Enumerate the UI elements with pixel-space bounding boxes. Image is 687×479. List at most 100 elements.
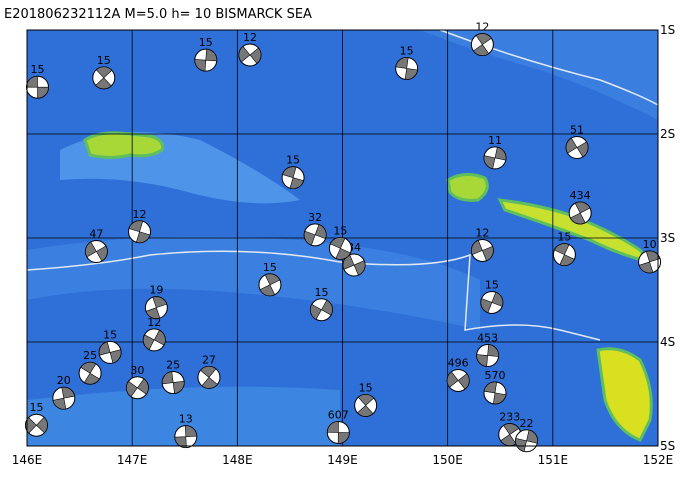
depth-label: 15	[333, 224, 347, 237]
beachball-quadrant	[357, 394, 375, 417]
plate-boundary	[26, 250, 601, 341]
beachball-quadrant	[282, 166, 304, 190]
depth-label: 11	[488, 134, 502, 147]
title: E201806232112A M=5.0 h= 10 BISMARCK SEA	[4, 7, 312, 22]
beachball	[26, 75, 50, 99]
beachball	[144, 296, 168, 320]
ocean-shade	[27, 30, 658, 120]
depth-label: 47	[89, 228, 103, 241]
depth-label: 15	[31, 63, 45, 76]
beachball-quadrant	[565, 137, 589, 158]
ocean-shade	[27, 236, 480, 330]
beachball-quadrant	[126, 378, 149, 398]
beachball	[326, 420, 350, 444]
depth-label: 15	[29, 401, 43, 414]
beachball	[309, 298, 333, 322]
depth-label: 15	[199, 36, 213, 49]
depth-label: 51	[570, 124, 584, 137]
beachball-quadrant	[483, 146, 507, 170]
beachball-quadrant	[128, 220, 151, 244]
island	[596, 347, 653, 442]
depth-label: 15	[314, 286, 328, 299]
ocean-shade	[27, 386, 340, 446]
lon-label: 148E	[222, 453, 253, 467]
beachball	[515, 429, 539, 453]
beachball	[303, 223, 327, 247]
depth-label: 12	[243, 31, 257, 44]
beachball-quadrant	[85, 241, 108, 262]
depth-label: 15	[263, 261, 277, 274]
beachball-quadrant	[194, 48, 218, 72]
lon-label: 152E	[643, 453, 674, 467]
beachball	[52, 386, 76, 410]
depth-label: 15	[286, 154, 300, 167]
depth-label: 15	[97, 54, 111, 67]
beachball	[446, 368, 470, 392]
beachball	[128, 220, 152, 244]
beachball-quadrant	[480, 291, 504, 314]
beachball-quadrant	[200, 366, 218, 389]
beachball-quadrant	[303, 224, 327, 246]
beachball-quadrant	[446, 371, 470, 390]
beachball-quadrant	[238, 45, 262, 64]
beachball	[84, 240, 108, 264]
lat-label: 4S	[660, 335, 675, 349]
depth-label: 15	[485, 278, 499, 291]
beachball-quadrant	[329, 237, 351, 260]
frame	[26, 29, 659, 447]
beachball-quadrant	[554, 243, 575, 266]
lon-label: 146E	[12, 453, 43, 467]
lon-label: 150E	[432, 453, 463, 467]
depth-label: 12	[475, 21, 489, 34]
beachball	[638, 250, 662, 274]
lon-label: 149E	[327, 453, 358, 467]
lat-label: 3S	[660, 231, 675, 245]
beachball	[328, 236, 352, 260]
beachball	[238, 43, 262, 67]
beachball	[78, 361, 102, 385]
beachball-quadrant	[80, 362, 100, 385]
beachball-quadrant	[471, 239, 494, 262]
beachball	[342, 253, 366, 277]
lon-label: 151E	[538, 453, 569, 467]
beachball-quadrant	[142, 329, 166, 351]
beachball-quadrant	[98, 341, 122, 364]
beachball	[552, 243, 576, 267]
depth-label: 25	[166, 359, 180, 372]
depth-label: 434	[570, 189, 591, 202]
depth-label: 15	[103, 328, 117, 341]
beachball-quadrant	[52, 386, 75, 410]
beachball-quadrant	[310, 299, 333, 320]
beachball-quadrant	[25, 416, 48, 434]
depth-label: 30	[130, 364, 144, 377]
depth-label: 233	[499, 411, 520, 424]
beachball-quadrant	[395, 57, 418, 80]
beachball-quadrant	[326, 421, 350, 444]
depth-label: 19	[149, 284, 163, 297]
beachball	[568, 201, 592, 225]
lat-label: 2S	[660, 127, 675, 141]
beachball	[281, 166, 305, 190]
beachball	[174, 425, 198, 449]
beachball-quadrant	[161, 371, 185, 394]
depth-label: 12	[475, 226, 489, 239]
beachball	[483, 146, 507, 170]
beachball	[565, 136, 589, 160]
beachball	[480, 290, 504, 314]
depth-label: 25	[83, 349, 97, 362]
beachball	[125, 376, 149, 400]
beachball-quadrant	[476, 344, 499, 367]
beachball	[470, 238, 494, 262]
beachball	[142, 328, 166, 352]
beachball	[24, 413, 48, 437]
depth-label: 570	[484, 369, 505, 382]
depth-label: 22	[520, 417, 534, 430]
beachball-quadrant	[145, 296, 168, 319]
lat-label: 1S	[660, 23, 675, 37]
beachball-quadrant	[259, 273, 281, 297]
beachball	[98, 340, 122, 364]
beachball	[470, 33, 494, 57]
beachball-quadrant	[483, 381, 507, 405]
